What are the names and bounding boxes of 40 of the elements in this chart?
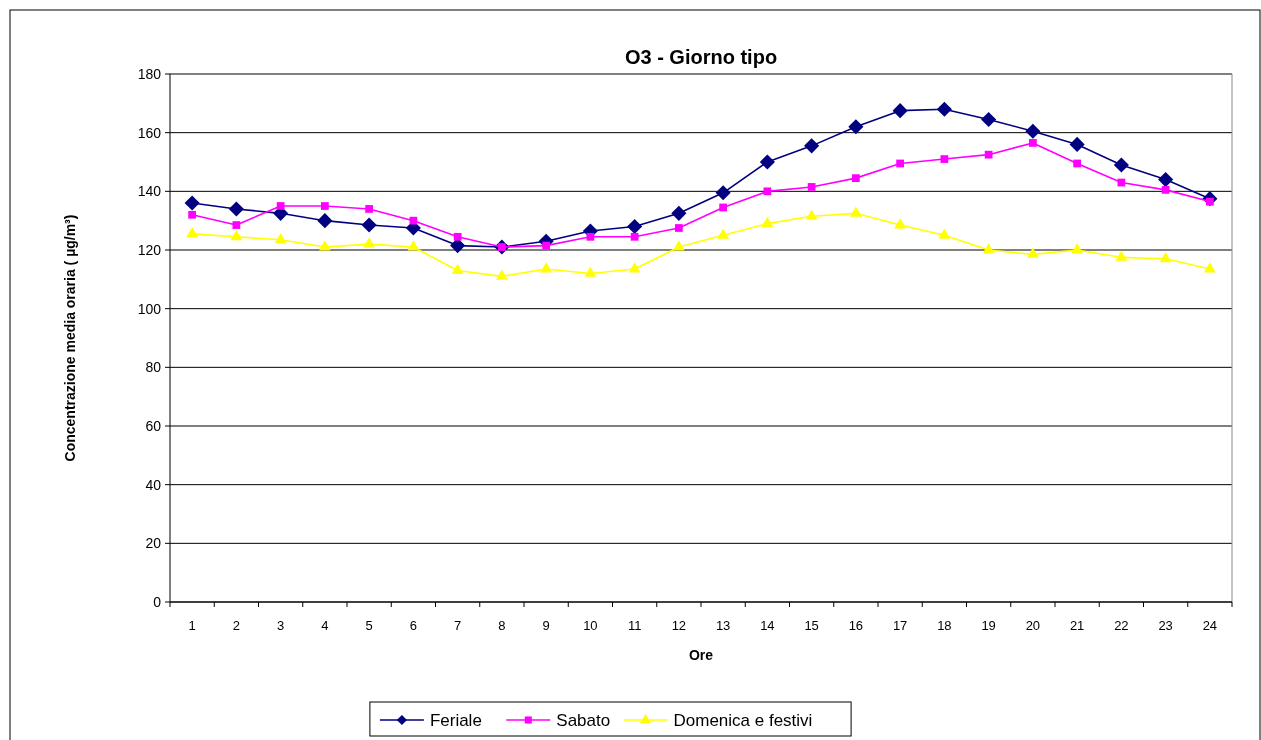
x-tick-label: 11 (627, 618, 642, 633)
chart-title: O3 - Giorno tipo (624, 46, 778, 68)
x-tick-label: 12 (671, 618, 687, 633)
x-tick-label: 20 (1025, 618, 1041, 633)
x-tick-label: 19 (981, 618, 996, 633)
legend-label: Sabato (556, 710, 611, 730)
x-tick-label: 3 (277, 618, 285, 633)
y-tick-label: 120 (137, 241, 162, 258)
y-tick-label: 20 (145, 535, 162, 552)
y-tick-label: 40 (145, 476, 162, 493)
x-tick-label: 1 (188, 618, 196, 633)
x-tick-label: 2 (232, 618, 240, 633)
y-tick-label: 80 (145, 359, 162, 376)
x-tick-label: 17 (892, 618, 908, 633)
y-tick-label: 160 (137, 124, 162, 141)
legend-label: Domenica e festivi (673, 710, 813, 730)
y-tick-label: 180 (137, 65, 162, 82)
x-tick-label: 22 (1114, 618, 1129, 633)
x-tick-label: 13 (715, 618, 731, 633)
legend-label: Feriale (429, 710, 482, 730)
y-tick-label: 140 (137, 183, 162, 200)
x-tick-label: 18 (937, 618, 952, 633)
x-tick-label: 8 (498, 618, 506, 633)
y-tick-label: 60 (145, 417, 162, 434)
y-axis-title: Concentrazione media oraria ( µg/m³) (62, 214, 78, 462)
x-tick-label: 7 (454, 618, 462, 633)
y-tick-label: 100 (137, 300, 162, 317)
x-tick-label: 4 (321, 618, 329, 633)
x-tick-label: 9 (542, 618, 550, 633)
x-tick-label: 15 (804, 618, 819, 633)
x-tick-label: 10 (583, 618, 598, 633)
x-tick-label: 24 (1202, 618, 1218, 633)
x-tick-label: 14 (760, 618, 775, 633)
x-tick-label: 6 (409, 618, 417, 633)
x-axis-title: Ore (688, 647, 714, 663)
x-tick-label: 23 (1158, 618, 1173, 633)
x-tick-label: 16 (848, 618, 864, 633)
x-tick-label: 21 (1069, 618, 1085, 633)
y-tick-label: 0 (153, 593, 162, 610)
x-tick-label: 5 (365, 618, 373, 633)
